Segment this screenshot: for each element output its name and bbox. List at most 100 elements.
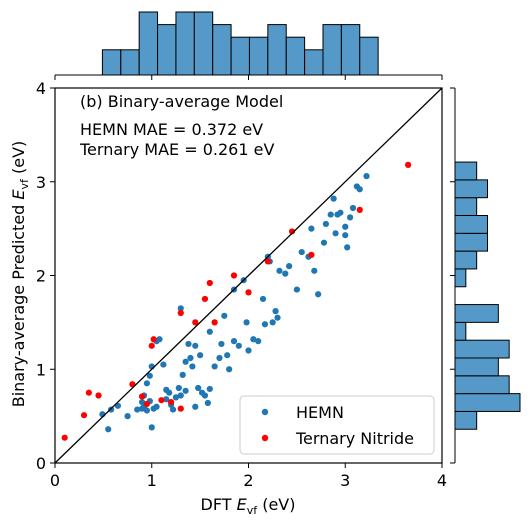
y-tick-label: 0 [36, 454, 46, 473]
top-hist-bar [359, 36, 379, 76]
hemn-point [148, 424, 155, 431]
hemn-point [218, 340, 225, 348]
legend-label-hemn: HEMN [296, 403, 344, 422]
hemn-point [320, 239, 328, 246]
hemn-point [282, 270, 289, 277]
ternary-point [201, 295, 209, 303]
ternary-point [177, 309, 184, 317]
hemn-point [177, 392, 184, 399]
hemn-point [286, 263, 293, 270]
hemn-point [166, 389, 173, 396]
hemn-point [311, 267, 318, 274]
hemn-point [245, 347, 252, 354]
ternary-point [308, 251, 315, 258]
hemn-point [243, 319, 250, 326]
top-hist-bar [267, 24, 287, 76]
hemn-point [224, 352, 231, 359]
parity-line [54, 87, 443, 464]
hemn-series [99, 173, 370, 433]
ternary-point [138, 393, 146, 400]
hemn-point [195, 384, 202, 392]
right-hist-bar [454, 410, 478, 430]
top-hist-bar [157, 24, 177, 76]
y-axis-label: Binary-average Predicted Evf (eV) [9, 141, 31, 408]
hemn-point [105, 426, 112, 433]
ternary-point [168, 398, 175, 406]
x-tick-label: 4 [437, 471, 447, 490]
right-hist-bar [454, 321, 467, 341]
hemn-point [175, 384, 182, 392]
ternary-point [150, 336, 157, 343]
ternary-point [85, 389, 92, 396]
hemn-point [259, 295, 267, 303]
x-tick-label: 0 [50, 471, 60, 490]
x-tick-label: 1 [147, 471, 157, 490]
hemn-point [163, 396, 170, 403]
hemn-point [189, 363, 196, 370]
ternary-point [192, 319, 199, 326]
top-hist-bar [212, 24, 232, 76]
right-hist-bar [454, 339, 510, 359]
hemn-point [206, 385, 213, 393]
hemn-point [153, 403, 160, 410]
ternary-point [80, 412, 88, 419]
hemn-point [138, 398, 146, 406]
hemn-point [182, 387, 189, 394]
hemn-point [197, 352, 204, 359]
ternary-point [148, 342, 155, 349]
ternary-point [143, 400, 151, 408]
right-histogram [454, 88, 521, 463]
hemn-point [298, 248, 305, 256]
ternary-point [95, 392, 102, 399]
chart-title: (b) Binary-average Model [80, 92, 283, 111]
hemn-point [143, 407, 151, 414]
hemn-point [182, 358, 189, 365]
hemn-point [330, 195, 337, 202]
right-hist-bar [454, 393, 521, 412]
hemn-point [327, 211, 334, 218]
hemn-point [221, 312, 228, 319]
hemn-point [185, 340, 192, 348]
hemn-point [269, 319, 276, 326]
legend-marker-hemn [261, 408, 269, 416]
y-tick-label: 1 [36, 360, 46, 379]
ternary-point [206, 279, 213, 287]
top-hist-bar [193, 11, 214, 76]
hemn-point [201, 392, 209, 399]
hemn-point [143, 380, 151, 387]
hemn-point [261, 321, 269, 328]
ternary-point [245, 289, 252, 296]
y-tick-label: 3 [36, 173, 46, 192]
ternary-point [177, 405, 184, 412]
right-hist-bar [454, 268, 467, 288]
right-hist-bar [454, 304, 499, 323]
top-hist-bar [230, 36, 250, 76]
hemn-point [211, 363, 218, 370]
hemn-point [192, 342, 199, 349]
ternary-point [264, 258, 271, 265]
ternary-point [405, 161, 412, 168]
hemn-point [276, 267, 283, 274]
ternary-point [211, 319, 218, 326]
right-hist-bar [454, 197, 478, 216]
hemn-point [187, 354, 194, 362]
top-histogram [55, 11, 442, 76]
top-hist-bar [120, 49, 140, 76]
top-hist-bar [322, 24, 342, 76]
right-hist-bar [454, 357, 499, 377]
top-hist-bar [175, 11, 195, 76]
annotation-hemn-mae: HEMN MAE = 0.372 eV [80, 120, 263, 139]
hemn-point [124, 413, 131, 420]
hemn-point [235, 342, 242, 349]
hemn-point [192, 403, 199, 410]
top-hist-bar [340, 24, 361, 76]
x-axis-label: DFT Evf (eV) [201, 495, 296, 517]
ternary-series [61, 161, 412, 441]
right-hist-bar [454, 179, 488, 199]
right-hist-bar [454, 375, 510, 395]
hemn-point [226, 366, 233, 373]
hemn-point [342, 232, 349, 239]
right-hist-bar [454, 161, 478, 181]
hemn-point [349, 204, 357, 212]
